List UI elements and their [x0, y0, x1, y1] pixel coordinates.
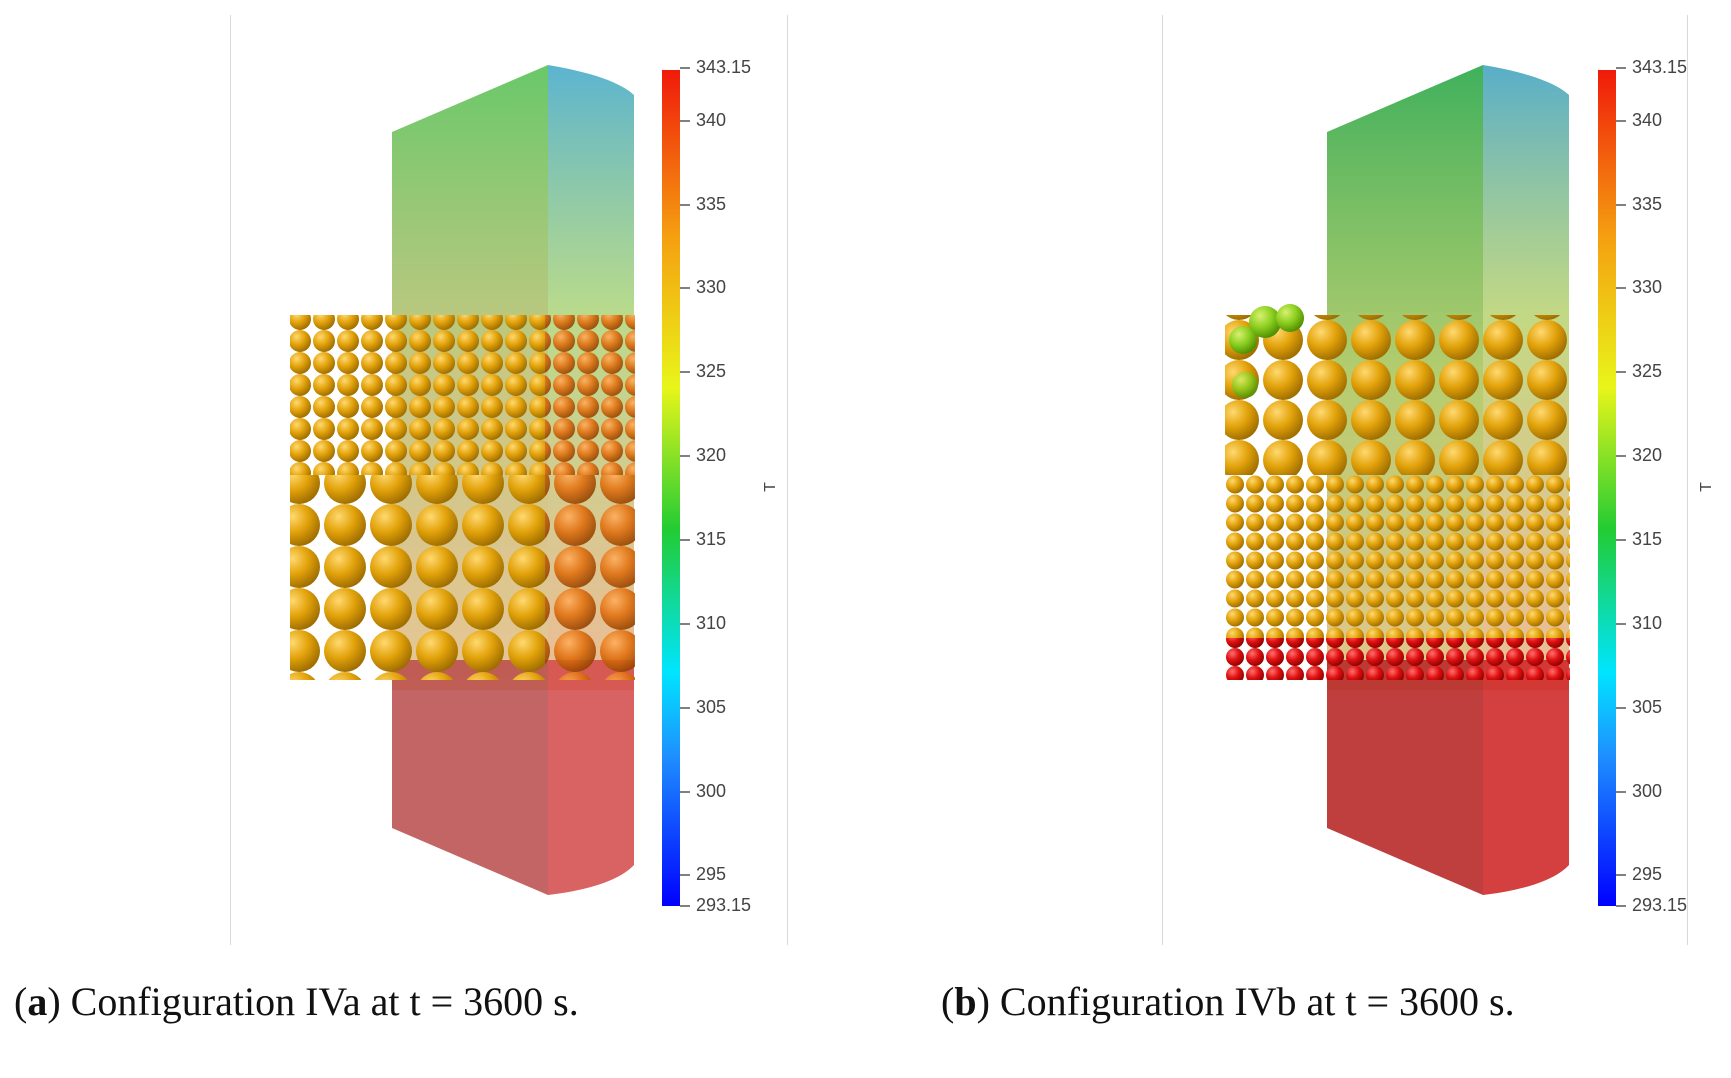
colorbar-b-tick: 330 [1632, 277, 1663, 297]
panel-a: 343.15 340 335 330 325 320 315 310 305 3… [0, 0, 865, 1024]
particle-bed [290, 315, 635, 680]
panel-b-render [1225, 65, 1626, 907]
colorbar-a-tick: 340 [696, 110, 727, 130]
panel-b-letter: b [954, 979, 977, 1024]
colorbar-a-tick: 295 [696, 864, 727, 884]
colorbar-b-tick: 310 [1632, 613, 1663, 633]
colorbar-a-tick: 300 [696, 781, 727, 801]
colorbar-a-title: T [761, 482, 779, 492]
panel-b: 343.15 340 335 330 325 320 315 310 305 3… [865, 0, 1731, 1024]
panel-a-caption: (a) Configuration IVa at t = 3600 s. [14, 979, 579, 1024]
colorbar-b-max: 343.15 [1632, 57, 1688, 77]
colorbar-a-max: 343.15 [696, 57, 752, 77]
colorbar-a-tick: 330 [696, 277, 727, 297]
colorbar-b [1598, 67, 1626, 907]
colorbar-a-min: 293.15 [696, 895, 752, 915]
colorbar-a-tick: 310 [696, 613, 727, 633]
panel-a-right-divider [787, 15, 788, 945]
panel-b-right-divider [1687, 15, 1688, 945]
colorbar-b-title: T [1697, 482, 1715, 492]
colorbar-a-tick: 335 [696, 194, 727, 214]
colorbar-b-tick: 335 [1632, 194, 1663, 214]
colorbar-a-tick: 305 [696, 697, 727, 717]
colorbar-a-tick: 325 [696, 361, 727, 381]
panel-a-caption-text: ) Configuration IVa at t = 3600 s. [47, 979, 579, 1024]
panel-a-render [290, 65, 690, 907]
panel-a-letter: a [27, 979, 48, 1024]
particle-bed [1225, 304, 1570, 680]
colorbar-a [662, 67, 690, 907]
colorbar-b-tick: 315 [1632, 529, 1663, 549]
panel-a-left-divider [230, 15, 231, 945]
vessel-lower [1327, 660, 1569, 895]
colorbar-b-tick: 340 [1632, 110, 1663, 130]
colorbar-b-tick: 295 [1632, 864, 1663, 884]
colorbar-b-min: 293.15 [1632, 895, 1688, 915]
colorbar-b-tick: 305 [1632, 697, 1663, 717]
colorbar-a-tick: 315 [696, 529, 727, 549]
panel-b-caption-text: ) Configuration IVb at t = 3600 s. [976, 979, 1515, 1024]
panel-b-caption: (b) Configuration IVb at t = 3600 s. [941, 979, 1515, 1024]
colorbar-b-tick: 300 [1632, 781, 1663, 801]
colorbar-b-tick: 325 [1632, 361, 1663, 381]
vessel-lower [392, 660, 634, 895]
colorbar-b-tick: 320 [1632, 445, 1663, 465]
panel-b-left-divider [1162, 15, 1163, 945]
colorbar-a-tick: 320 [696, 445, 727, 465]
